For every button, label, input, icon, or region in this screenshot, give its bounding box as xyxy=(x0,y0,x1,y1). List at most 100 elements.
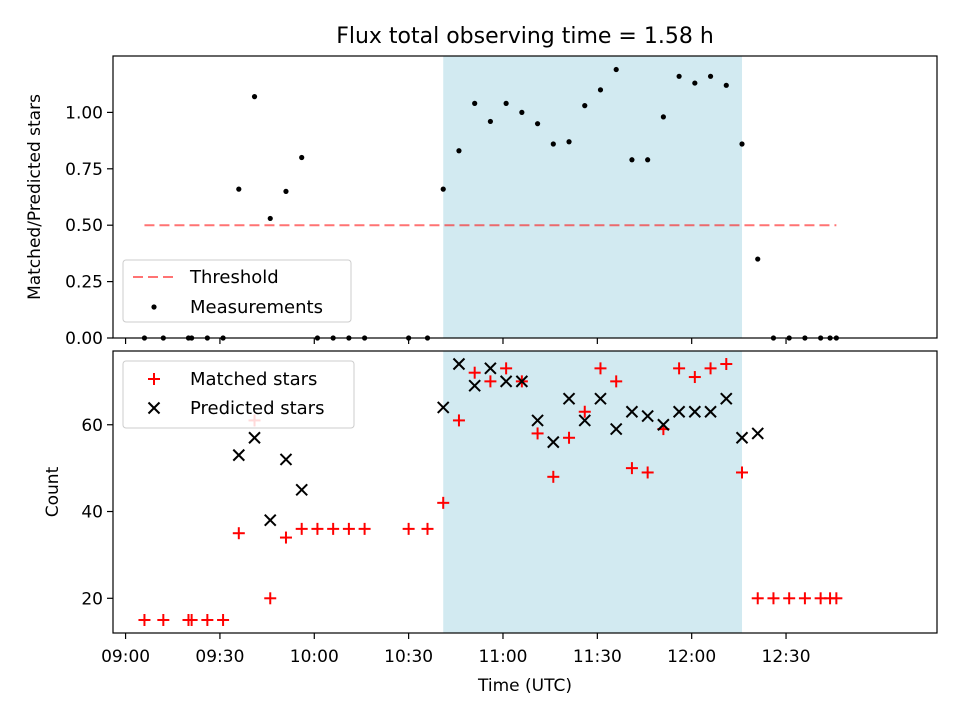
matched-star-point xyxy=(342,522,355,535)
measurement-point xyxy=(456,148,462,154)
matched-star-point xyxy=(295,522,308,535)
x-tick-label: 10:00 xyxy=(290,647,339,667)
bottom-legend: Matched stars Predicted stars xyxy=(122,360,355,429)
measurement-point xyxy=(236,186,242,192)
matched-star-point xyxy=(798,592,811,605)
y-tick-label: 40 xyxy=(81,503,103,523)
predicted-star-point xyxy=(515,375,529,388)
matched-star-point xyxy=(421,522,434,535)
y-tick-label: 0.00 xyxy=(65,329,103,349)
bottom-x-axis: 09:00 09:30 10:00 10:30 11:00 11:30 12:00 12:30 xyxy=(101,633,811,667)
matched-star-point xyxy=(500,362,513,375)
measurement-point xyxy=(755,256,761,262)
top-plot-frame xyxy=(112,55,938,339)
measurement-point xyxy=(534,121,541,127)
measurement-point xyxy=(440,186,446,192)
top-shaded-span xyxy=(443,56,743,338)
legend-matched-swatch xyxy=(148,373,160,385)
predicted-star-point xyxy=(688,405,702,418)
matched-star-point xyxy=(736,466,749,479)
measurement-point xyxy=(692,80,698,86)
matched-star-point xyxy=(610,375,623,388)
measurement-point xyxy=(283,188,289,194)
bottom-shaded-span xyxy=(443,351,743,633)
measurement-point xyxy=(645,157,651,163)
matched-star-point xyxy=(264,592,277,605)
matched-star-point xyxy=(563,431,576,444)
measurement-point xyxy=(487,118,494,125)
top-legend-box xyxy=(122,259,352,323)
measurement-point xyxy=(613,66,619,73)
matched-star-point xyxy=(547,470,560,483)
matched-star-point xyxy=(358,522,371,535)
predicted-star-point xyxy=(735,431,749,444)
x-tick-label: 11:00 xyxy=(478,647,527,667)
legend-matched-label: Matched stars xyxy=(190,369,317,390)
matched-star-point xyxy=(704,362,717,375)
predicted-star-point xyxy=(672,405,686,418)
measurement-point xyxy=(676,73,682,79)
predicted-star-point xyxy=(578,414,591,427)
predicted-star-point xyxy=(279,453,293,466)
legend-measurements-label: Measurements xyxy=(190,297,323,318)
measurement-point xyxy=(629,157,635,163)
matched-star-point xyxy=(830,592,843,605)
predicted-star-point xyxy=(704,405,717,418)
matched-star-point xyxy=(751,592,764,605)
predicted-stars-points xyxy=(232,357,764,527)
x-tick-label: 09:30 xyxy=(195,647,244,667)
predicted-star-point xyxy=(720,392,733,405)
top-legend: Threshold Measurements xyxy=(122,259,352,323)
top-x-ticks xyxy=(124,338,787,344)
y-tick-label: 0.75 xyxy=(65,160,103,180)
x-tick-label: 11:30 xyxy=(573,647,622,667)
legend-measurements-swatch xyxy=(151,304,157,310)
matched-star-point xyxy=(217,613,230,626)
bottom-legend-box xyxy=(122,360,355,429)
measurement-point xyxy=(566,139,572,145)
matched-star-point xyxy=(402,522,415,535)
matched-star-point xyxy=(327,522,340,535)
measurement-point xyxy=(660,114,666,120)
matched-star-point xyxy=(783,592,796,605)
matched-star-point xyxy=(578,405,591,418)
measurement-point xyxy=(472,100,478,106)
matched-star-point xyxy=(201,613,214,626)
matched-star-point xyxy=(452,414,465,427)
y-tick-label: 20 xyxy=(81,589,103,609)
predicted-star-point xyxy=(484,362,497,375)
predicted-star-point xyxy=(295,483,308,497)
predicted-star-point xyxy=(232,448,246,462)
top-y-axis: 0.00 0.25 0.50 0.75 1.00 xyxy=(65,103,113,349)
bottom-y-axis-label: Count xyxy=(43,466,63,517)
matched-star-point xyxy=(311,522,324,535)
bottom-panel: 20 40 60 09:00 09:30 10:00 10:30 11:00 11:30 12:… xyxy=(43,350,938,696)
matched-star-point xyxy=(531,427,544,440)
top-panel: 0.00 0.25 0.50 0.75 1.00 Matched/Predicted s… xyxy=(25,55,938,349)
predicted-star-point xyxy=(562,392,576,405)
matched-star-point xyxy=(468,366,481,379)
predicted-star-point xyxy=(751,427,764,440)
predicted-star-point xyxy=(452,357,466,371)
measurement-point xyxy=(723,82,729,88)
measurement-point xyxy=(582,103,588,109)
x-tick-label: 09:00 xyxy=(101,647,150,667)
matched-star-point xyxy=(484,375,497,388)
legend-threshold-label: Threshold xyxy=(189,267,279,288)
measurement-point xyxy=(299,154,305,161)
bottom-y-axis: 20 40 60 xyxy=(81,416,113,609)
bottom-plot-frame xyxy=(112,350,938,634)
top-y-axis-label: Matched/Predicted stars xyxy=(25,94,45,300)
y-tick-label: 0.50 xyxy=(65,216,103,236)
predicted-star-point xyxy=(468,379,481,392)
predicted-star-point xyxy=(499,375,513,388)
matched-star-point xyxy=(279,531,292,544)
predicted-star-point xyxy=(531,414,544,427)
matched-star-point xyxy=(673,362,686,375)
predicted-star-point xyxy=(547,435,560,449)
legend-predicted-swatch xyxy=(147,401,161,415)
measurement-point xyxy=(503,100,509,106)
legend-predicted-label: Predicted stars xyxy=(190,398,324,419)
matched-star-point xyxy=(437,496,450,509)
